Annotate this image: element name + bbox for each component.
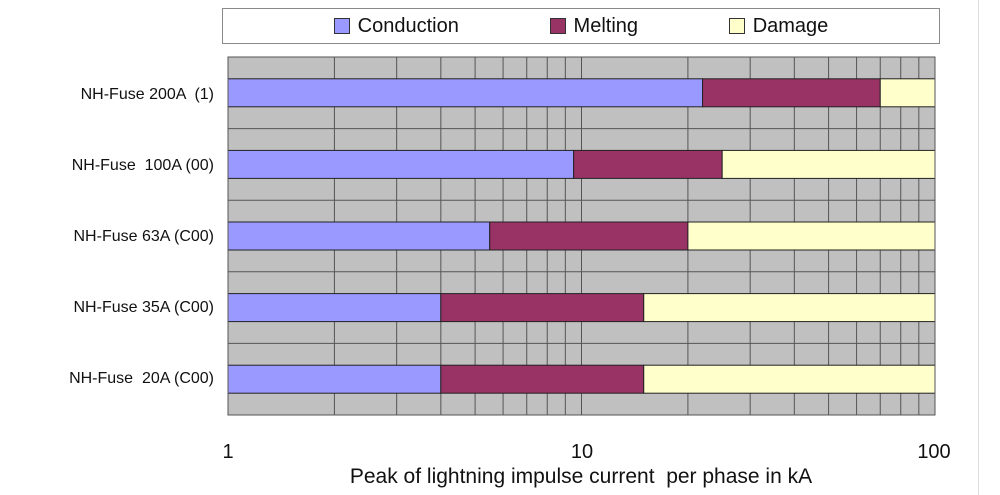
plot-frame bbox=[227, 56, 936, 416]
legend-item-conduction: Conduction bbox=[333, 15, 459, 37]
bar-damage-nh-fuse-35a-c00 bbox=[643, 293, 936, 323]
x-tick-label-100: 100 bbox=[917, 441, 951, 463]
bar-damage-nh-fuse-20a-c00 bbox=[643, 364, 936, 394]
bar-damage-nh-fuse-100a-00 bbox=[721, 149, 936, 179]
y-tick-label-200a: NH-Fuse 200A (1) bbox=[80, 86, 214, 103]
bar-conduction-nh-fuse-20a-c00 bbox=[227, 364, 442, 394]
bar-melting-nh-fuse-63a-c00 bbox=[489, 221, 689, 251]
x-axis-title: Peak of lightning impulse current per ph… bbox=[349, 465, 813, 488]
bar-melting-nh-fuse-200a-1 bbox=[702, 78, 881, 108]
legend-item-melting: Melting bbox=[549, 15, 639, 37]
y-tick-label-20a: NH-Fuse 20A (C00) bbox=[69, 370, 214, 387]
bar-melting-nh-fuse-100a-00 bbox=[573, 149, 723, 179]
chart-legend: Conduction Melting Damage bbox=[222, 8, 940, 44]
bar-damage-nh-fuse-63a-c00 bbox=[687, 221, 936, 251]
bar-conduction-nh-fuse-63a-c00 bbox=[227, 221, 491, 251]
bar-damage-nh-fuse-200a-1 bbox=[879, 78, 936, 108]
y-tick-label-63a: NH-Fuse 63A (C00) bbox=[73, 228, 215, 245]
x-tick-label-10: 10 bbox=[570, 441, 594, 463]
legend-swatch-conduction bbox=[333, 18, 350, 34]
bar-conduction-nh-fuse-35a-c00 bbox=[227, 293, 442, 323]
y-tick-label-35a: NH-Fuse 35A (C00) bbox=[73, 299, 215, 316]
bar-melting-nh-fuse-20a-c00 bbox=[440, 364, 645, 394]
legend-swatch-melting bbox=[549, 18, 566, 34]
page-edge-divider bbox=[978, 0, 979, 495]
legend-swatch-damage bbox=[728, 18, 745, 34]
legend-label-conduction: Conduction bbox=[357, 15, 459, 37]
legend-label-damage: Damage bbox=[752, 15, 829, 37]
bar-melting-nh-fuse-35a-c00 bbox=[440, 293, 645, 323]
x-tick-label-1: 1 bbox=[222, 441, 234, 463]
y-tick-label-100a: NH-Fuse 100A (00) bbox=[71, 157, 214, 174]
bar-conduction-nh-fuse-100a-00 bbox=[227, 149, 575, 179]
legend-label-melting: Melting bbox=[573, 15, 639, 37]
legend-item-damage: Damage bbox=[728, 15, 829, 37]
bar-conduction-nh-fuse-200a-1 bbox=[227, 78, 704, 108]
